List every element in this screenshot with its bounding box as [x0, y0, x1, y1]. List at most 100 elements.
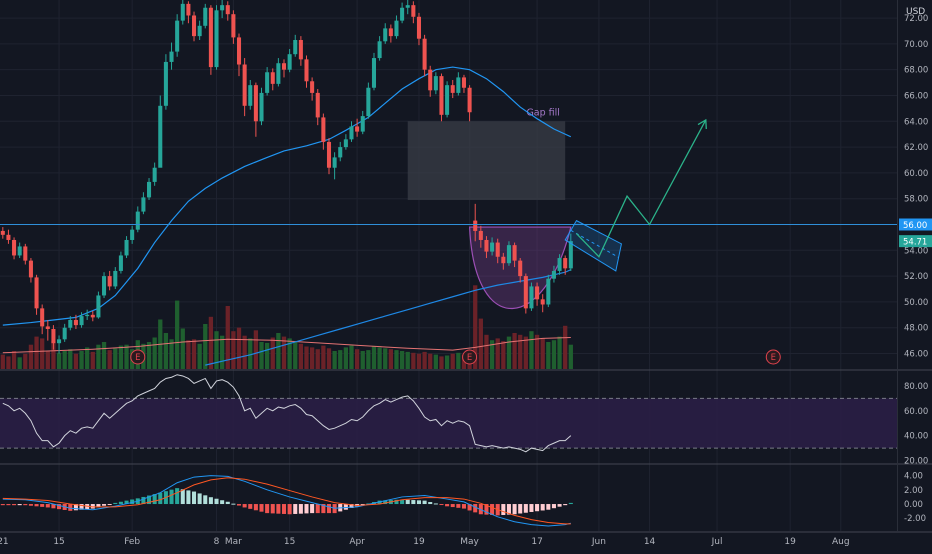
macd-histogram-bar-37: [208, 497, 213, 505]
macd-histogram-bar-72: [405, 499, 410, 505]
macd-histogram-bar-80: [450, 504, 455, 508]
macd-histogram-bar-79: [445, 504, 450, 507]
macd-histogram-bar-30: [169, 489, 174, 505]
x-tick-label-13: 19: [784, 537, 796, 547]
macd-histogram-bar-45: [253, 504, 258, 511]
volume-bar-87: [489, 340, 495, 369]
macd-histogram-bar-96: [540, 504, 545, 511]
volume-bar-77: [433, 354, 438, 369]
price-tick-label-0: 72.00: [904, 14, 928, 24]
volume-bar-9: [51, 341, 56, 369]
volume-bar-70: [394, 350, 399, 369]
macd-histogram-bar-85: [478, 504, 483, 515]
macd-histogram-bar-92: [518, 504, 523, 514]
candle-body-35: [197, 25, 202, 37]
earnings-marker-label-1: E: [467, 353, 472, 363]
volume-bar-21: [118, 345, 124, 369]
volume-bar-62: [349, 345, 354, 369]
candle-body-12: [68, 319, 73, 328]
candle-body-19: [107, 276, 112, 287]
candle-body-33: [186, 3, 191, 16]
candle-body-44: [248, 85, 253, 106]
volume-bar-96: [540, 338, 545, 369]
volume-bar-42: [236, 327, 242, 369]
candle-body-21: [118, 255, 123, 271]
volume-bar-95: [534, 334, 540, 369]
volume-bar-56: [315, 349, 320, 369]
rsi-tick-label-0: 80.00: [904, 382, 928, 392]
macd-histogram-bar-23: [130, 499, 135, 505]
candle-body-66: [371, 58, 377, 88]
price-tag-level: 56.00: [903, 221, 927, 231]
volume-bar-2: [11, 351, 17, 369]
candle-body-101: [568, 241, 573, 269]
candle-body-95: [535, 286, 540, 300]
candle-body-18: [102, 276, 107, 296]
macd-histogram-bar-84: [473, 504, 478, 513]
x-tick-label-4: Mar: [225, 537, 242, 547]
volume-bar-49: [276, 333, 281, 369]
earnings-marker-1: [462, 349, 478, 365]
candle-body-90: [506, 245, 511, 264]
candle-body-67: [377, 41, 382, 59]
x-tick-label-8: May: [460, 537, 479, 547]
candle-body-79: [445, 85, 450, 115]
candle-body-30: [169, 51, 174, 62]
candle-body-36: [203, 7, 208, 26]
macd-histogram-bar-44: [248, 504, 253, 509]
volume-bar-0: [0, 354, 5, 369]
volume-bar-50: [281, 336, 287, 369]
x-tick-label-14: Aug: [832, 537, 850, 547]
candle-body-4: [23, 246, 28, 261]
candle-body-96: [540, 299, 545, 305]
x-tick-label-0: 2021: [0, 537, 9, 547]
candle-body-39: [220, 5, 225, 11]
candle-body-71: [400, 7, 405, 21]
candle-body-20: [113, 270, 118, 287]
macd-histogram-bar-64: [360, 504, 365, 506]
price-tick-label-7: 58.00: [904, 195, 928, 205]
candle-body-69: [388, 28, 393, 37]
price-tag-level-bg: [899, 218, 932, 231]
volume-bar-45: [253, 330, 259, 369]
macd-histogram-bar-2: [12, 504, 17, 506]
price-tick-label-10: 52.00: [904, 272, 928, 282]
earnings-marker-0: [130, 349, 146, 365]
macd-histogram-bar-12: [68, 504, 73, 511]
price-tag-last: 54.71: [903, 238, 927, 248]
macd-histogram-bar-16: [90, 504, 95, 509]
x-tick-label-6: Apr: [349, 537, 365, 547]
volume-bar-76: [428, 353, 433, 369]
candle-body-74: [416, 16, 421, 39]
volume-bar-97: [546, 342, 551, 369]
candle-body-54: [304, 59, 309, 82]
macd-histogram-bar-10: [57, 504, 62, 510]
macd-histogram-bar-89: [501, 504, 506, 516]
volume-bar-7: [40, 338, 45, 369]
macd-histogram-bar-70: [394, 499, 399, 505]
volume-bar-3: [17, 357, 22, 369]
macd-histogram-bar-76: [428, 502, 433, 505]
macd-histogram-bar-87: [490, 504, 495, 516]
candle-body-2: [12, 239, 17, 256]
volume-bar-92: [518, 334, 523, 369]
candle-body-62: [349, 126, 354, 140]
macd-histogram-bar-13: [73, 504, 78, 511]
volume-ma-line: [2, 337, 571, 354]
candle-body-42: [236, 37, 242, 65]
volume-bar-40: [225, 306, 230, 369]
axes: 2021 15 Feb 8 Mar 15 Apr 19 May 17 Jun 14 Jul 19 Aug 72…: [0, 14, 932, 547]
macd-histogram-bar-42: [236, 504, 242, 506]
volume-bar-89: [501, 341, 506, 369]
volume-bar-94: [529, 331, 534, 369]
macd-histogram-bar-97: [546, 504, 551, 510]
macd-histogram-bar-40: [225, 501, 230, 505]
macd-histogram-bar-78: [439, 504, 444, 506]
candle-body-32: [180, 3, 185, 21]
volume-bar-93: [523, 336, 528, 369]
volume-bar-37: [208, 316, 214, 369]
volume-bar-65: [366, 350, 371, 369]
macd-histogram-bar-35: [197, 493, 202, 505]
macd-histogram-bar-90: [506, 504, 511, 515]
